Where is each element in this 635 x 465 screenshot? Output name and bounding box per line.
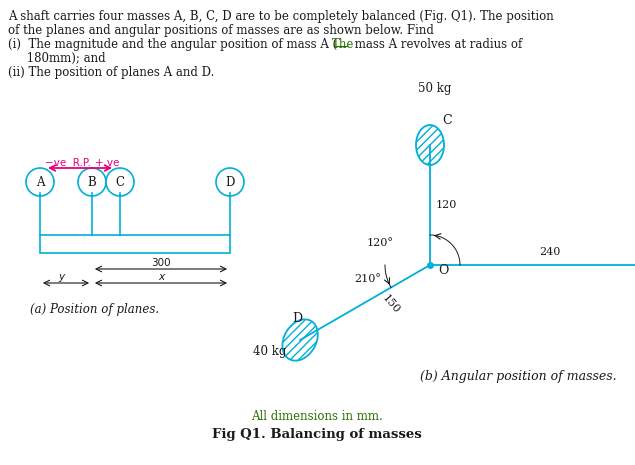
Text: mass A revolves at radius of: mass A revolves at radius of xyxy=(351,38,522,51)
Text: The: The xyxy=(332,38,354,51)
Text: 120°: 120° xyxy=(366,238,394,248)
Text: B: B xyxy=(88,175,97,188)
Text: D: D xyxy=(225,175,235,188)
Text: 180mm); and: 180mm); and xyxy=(8,52,105,65)
Text: C: C xyxy=(442,113,451,126)
Text: A: A xyxy=(36,175,44,188)
Text: (ii) The position of planes A and D.: (ii) The position of planes A and D. xyxy=(8,66,215,79)
Text: 40 kg: 40 kg xyxy=(253,345,287,358)
Text: 210°: 210° xyxy=(354,274,382,284)
Text: (a) Position of planes.: (a) Position of planes. xyxy=(30,303,159,316)
Text: (b) Angular position of masses.: (b) Angular position of masses. xyxy=(420,370,617,383)
Ellipse shape xyxy=(416,125,444,165)
Text: Fig Q1. Balancing of masses: Fig Q1. Balancing of masses xyxy=(212,428,422,441)
Text: C: C xyxy=(116,175,124,188)
Text: D: D xyxy=(292,312,302,325)
Text: 50 kg: 50 kg xyxy=(418,82,451,95)
Text: 120: 120 xyxy=(436,200,457,210)
Text: + ve: + ve xyxy=(95,158,119,168)
Text: 300: 300 xyxy=(151,258,171,268)
Ellipse shape xyxy=(283,319,318,361)
Text: A shaft carries four masses A, B, C, D are to be completely balanced (Fig. Q1). : A shaft carries four masses A, B, C, D a… xyxy=(8,10,554,23)
Text: y: y xyxy=(58,272,64,282)
Bar xyxy=(40,235,230,253)
Text: of the planes and angular positions of masses are as shown below. Find: of the planes and angular positions of m… xyxy=(8,24,434,37)
Text: x: x xyxy=(158,272,164,282)
Text: (i)  The magnitude and the angular position of mass A (: (i) The magnitude and the angular positi… xyxy=(8,38,337,51)
Text: 150: 150 xyxy=(380,293,401,316)
Text: −ve  R.P.: −ve R.P. xyxy=(45,158,91,168)
Text: 240: 240 xyxy=(539,247,561,257)
Text: All dimensions in mm.: All dimensions in mm. xyxy=(251,410,383,423)
Text: O: O xyxy=(438,264,448,277)
